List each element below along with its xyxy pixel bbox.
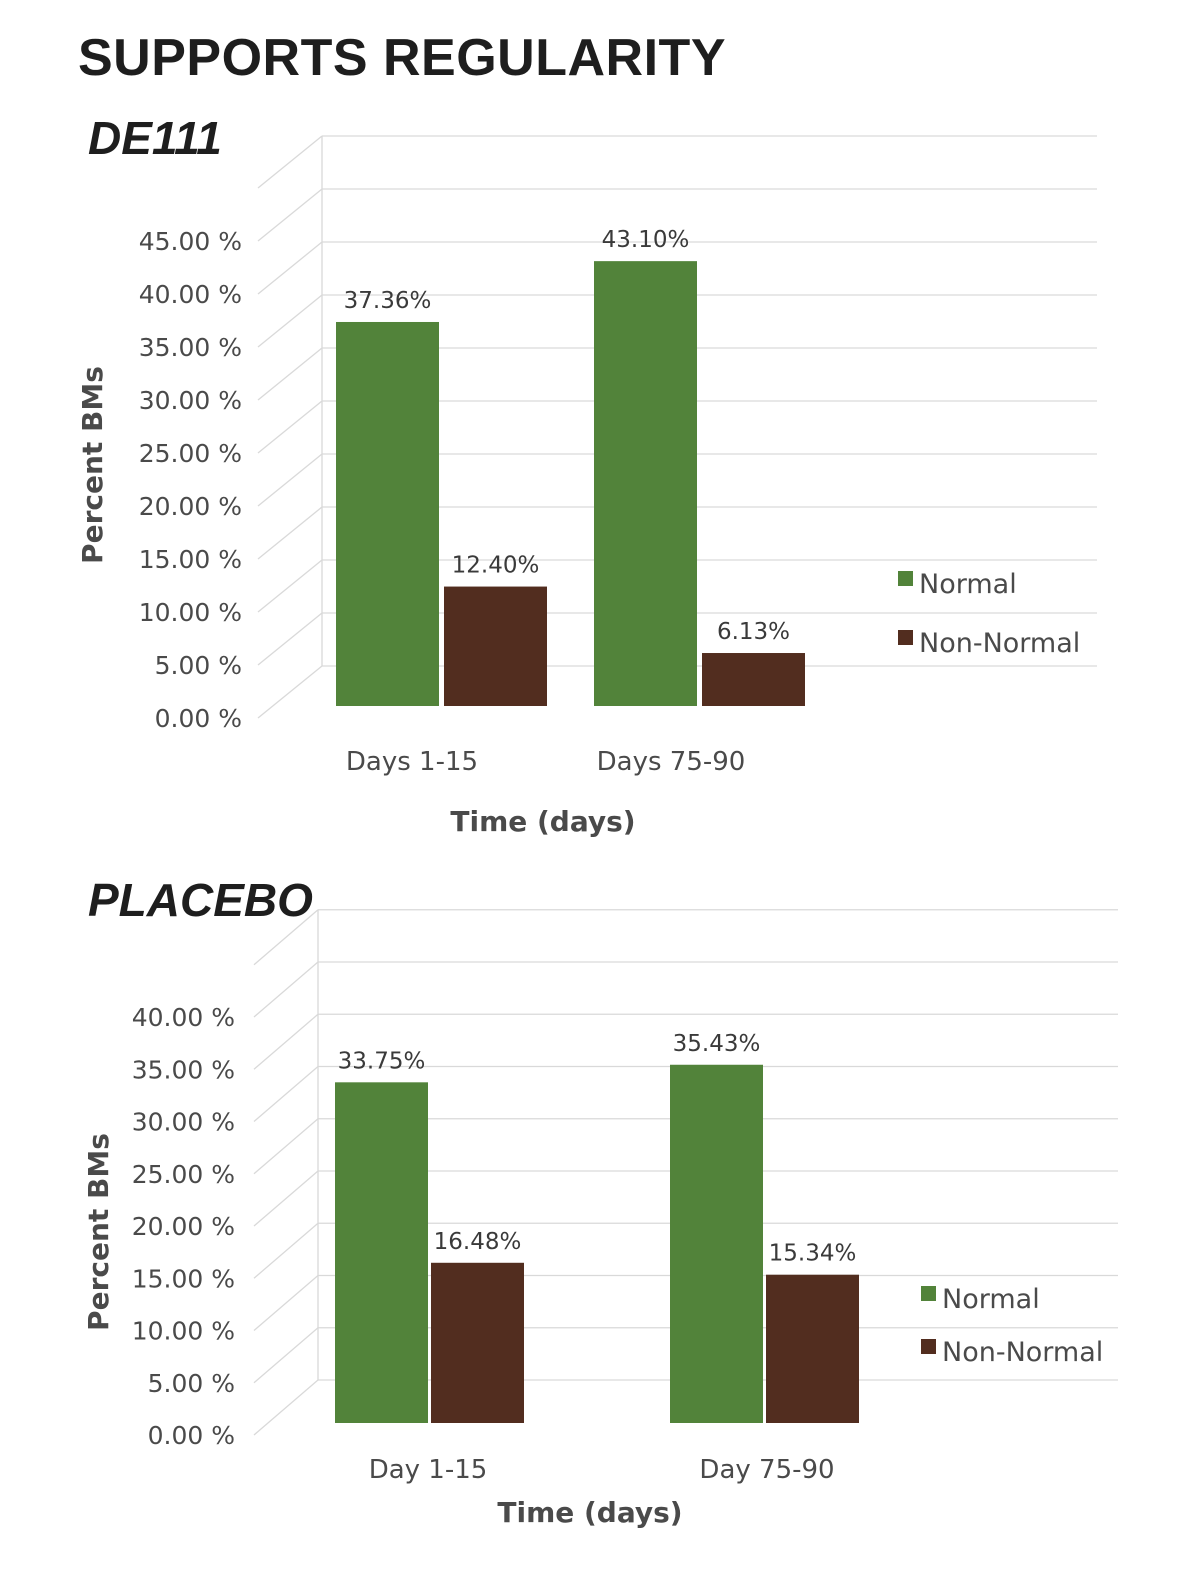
legend-swatch (898, 571, 913, 586)
y-tick-label: 40.00 % (139, 280, 242, 309)
legend-swatch (921, 1286, 936, 1301)
legend-label: Normal (919, 569, 1017, 600)
x-axis-label: Time (days) (450, 805, 635, 838)
y-tick-label: 20.00 % (132, 1212, 235, 1241)
gridline-diagonal (257, 135, 323, 189)
y-tick-label: 10.00 % (132, 1317, 235, 1346)
y-axis-label: Percent BMs (82, 1133, 115, 1331)
legend-label: Non-Normal (942, 1337, 1103, 1368)
y-tick-label: 25.00 % (139, 439, 242, 468)
y-tick-label: 40.00 % (132, 1003, 235, 1032)
data-label: 6.13% (717, 619, 790, 645)
gridline-diagonal (253, 1222, 319, 1279)
y-tick-label: 25.00 % (132, 1160, 235, 1189)
y-tick-label: 35.00 % (139, 333, 242, 362)
page-title: SUPPORTS REGULARITY (78, 29, 726, 87)
chart-title: DE111 (88, 112, 222, 164)
gridline-diagonal (257, 294, 323, 348)
gridline-diagonal (253, 1013, 319, 1070)
legend-swatch (898, 630, 913, 645)
y-tick-label: 0.00 % (148, 1421, 235, 1450)
chart-title: PLACEBO (88, 874, 313, 926)
bar-normal (335, 1082, 428, 1423)
data-label: 16.48% (434, 1229, 522, 1255)
data-label: 15.34% (769, 1241, 857, 1267)
gridline-diagonal (257, 559, 323, 613)
gridline-diagonal (257, 188, 323, 242)
gridline-diagonal (253, 1327, 319, 1384)
gridline-diagonal (253, 1379, 319, 1436)
gridline-diagonal (253, 909, 319, 966)
gridline-diagonal (257, 665, 323, 719)
y-tick-label: 0.00 % (155, 704, 242, 733)
gridline-diagonal (257, 506, 323, 560)
data-label: 35.43% (673, 1031, 761, 1057)
data-label: 43.10% (602, 227, 690, 253)
gridline-diagonal (253, 961, 319, 1018)
bar-normal (336, 321, 439, 706)
y-tick-label: 5.00 % (155, 651, 242, 680)
gridline-diagonal (253, 1118, 319, 1175)
gridline-diagonal (253, 1066, 319, 1122)
x-category-label: Days 75-90 (597, 747, 746, 777)
gridline-diagonal (257, 400, 323, 454)
bar-non-normal (431, 1262, 524, 1423)
x-axis-label: Time (days) (497, 1496, 682, 1529)
gridline-diagonal (253, 1275, 319, 1331)
y-tick-label: 15.00 % (132, 1264, 235, 1293)
data-label: 12.40% (452, 553, 540, 579)
legend-label: Non-Normal (919, 628, 1080, 659)
y-axis-label: Percent BMs (76, 366, 109, 564)
x-category-label: Day 75-90 (699, 1455, 834, 1485)
gridline-diagonal (253, 1170, 319, 1227)
gridline-diagonal (257, 612, 323, 666)
y-tick-label: 5.00 % (148, 1369, 235, 1398)
bar-non-normal (702, 653, 805, 706)
x-category-label: Day 1-15 (369, 1455, 488, 1485)
bar-non-normal (444, 586, 547, 706)
x-category-label: Days 1-15 (346, 747, 478, 777)
y-tick-label: 45.00 % (139, 227, 242, 256)
y-tick-label: 10.00 % (139, 598, 242, 627)
y-tick-label: 20.00 % (139, 492, 242, 521)
bar-normal (670, 1064, 763, 1423)
y-tick-label: 30.00 % (132, 1108, 235, 1137)
bar-normal (594, 261, 697, 706)
legend-swatch (921, 1339, 936, 1354)
bar-non-normal (766, 1274, 859, 1423)
gridline-diagonal (257, 453, 323, 507)
data-label: 33.75% (338, 1048, 426, 1074)
gridline-diagonal (257, 241, 323, 295)
gridline-diagonal (257, 347, 323, 401)
legend-label: Normal (942, 1284, 1040, 1315)
y-tick-label: 30.00 % (139, 386, 242, 415)
data-label: 37.36% (344, 288, 432, 314)
y-tick-label: 15.00 % (139, 545, 242, 574)
y-tick-label: 35.00 % (132, 1055, 235, 1084)
